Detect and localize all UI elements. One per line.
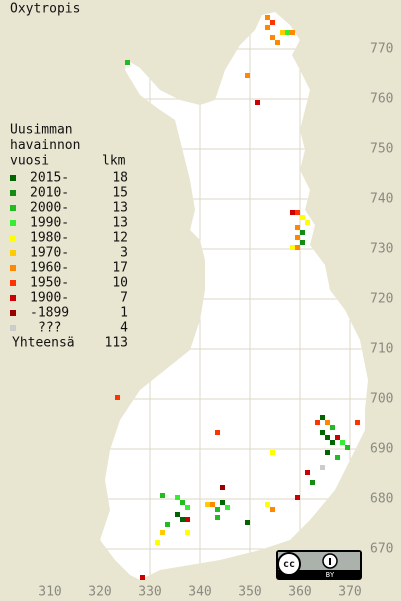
legend-swatch (10, 235, 16, 241)
y-label: 720 (370, 292, 393, 307)
legend-swatch (10, 250, 16, 256)
x-label: 310 (38, 585, 61, 600)
legend-swatch (10, 190, 16, 196)
y-label: 730 (370, 242, 393, 257)
cc-icon: cc (283, 559, 295, 570)
legend-count: 15 (112, 186, 128, 201)
legend-swatch (10, 310, 16, 316)
legend-swatch (10, 220, 16, 226)
x-label: 320 (88, 585, 111, 600)
y-label: 760 (370, 92, 393, 107)
legend-heading: vuosi (10, 154, 49, 169)
legend-count: 13 (112, 216, 128, 231)
axis-labels: 310 320 330 340 350 360 3706706806907007107207… (38, 42, 393, 600)
title: Oxytropis (10, 2, 80, 17)
legend-count: 10 (112, 276, 128, 291)
y-label: 750 (370, 142, 393, 157)
legend-swatch (10, 325, 16, 331)
legend-label: -1899 (30, 306, 69, 321)
x-label: 330 (138, 585, 161, 600)
y-label: 680 (370, 492, 393, 507)
y-label: 700 (370, 392, 393, 407)
total-count: 113 (105, 336, 128, 351)
legend-count: 4 (120, 321, 128, 336)
legend-label: 1980- (30, 231, 69, 246)
total-label: Yhteensä (12, 336, 75, 351)
y-label: 670 (370, 542, 393, 557)
y-label: 740 (370, 192, 393, 207)
license-text: BY (326, 571, 335, 579)
legend-label: 2010- (30, 186, 69, 201)
legend-count: 12 (112, 231, 128, 246)
legend-label: 1970- (30, 246, 69, 261)
count-header: lkm (102, 154, 126, 169)
legend-swatch (10, 175, 16, 181)
legend-count: 13 (112, 201, 128, 216)
legend-count: 18 (112, 171, 128, 186)
legend-count: 7 (120, 291, 128, 306)
legend-heading: Uusimman (10, 123, 73, 138)
x-label: 360 (288, 585, 311, 600)
license-badge: cc BY (276, 550, 362, 580)
x-label: 370 (338, 585, 361, 600)
legend-count: 1 (120, 306, 128, 321)
x-label: 350 (238, 585, 261, 600)
x-label: 340 (188, 585, 211, 600)
legend-swatch (10, 265, 16, 271)
legend-label: 1900- (30, 291, 69, 306)
legend-count: 3 (120, 246, 128, 261)
y-label: 690 (370, 442, 393, 457)
legend-label: 1990- (30, 216, 69, 231)
y-label: 710 (370, 342, 393, 357)
legend-swatch (10, 280, 16, 286)
legend-swatch (10, 205, 16, 211)
legend-count: 17 (112, 261, 128, 276)
legend-label: 2015- (30, 171, 69, 186)
y-label: 770 (370, 42, 393, 57)
legend-label: 2000- (30, 201, 69, 216)
legend-label: 1960- (30, 261, 69, 276)
legend-label: 1950- (30, 276, 69, 291)
observations (115, 15, 360, 580)
country-outline (100, 12, 368, 580)
legend-heading: havainnon (10, 138, 80, 153)
legend-swatch (10, 295, 16, 301)
legend-label: ??? (38, 321, 61, 336)
